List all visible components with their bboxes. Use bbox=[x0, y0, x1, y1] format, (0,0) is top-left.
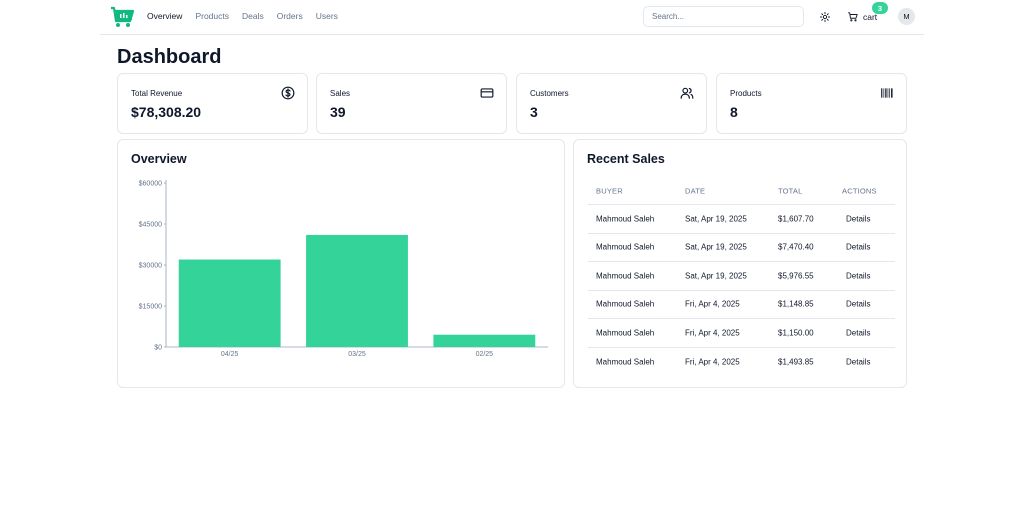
search-input[interactable] bbox=[643, 6, 804, 27]
details-button[interactable]: Details bbox=[846, 357, 871, 367]
y-tick-label: $60000 bbox=[139, 181, 162, 188]
stat-card-total-revenue: Total Revenue $78,308.20 bbox=[117, 73, 308, 134]
details-button[interactable]: Details bbox=[846, 328, 871, 338]
total-cell: $7,470.40 bbox=[778, 242, 814, 252]
user-avatar[interactable]: M bbox=[898, 8, 915, 25]
stat-label: Customers bbox=[530, 89, 569, 98]
total-cell: $5,976.55 bbox=[778, 271, 814, 281]
recent-sales-table: BUYER DATE TOTAL ACTIONS Mahmoud Saleh S… bbox=[588, 178, 895, 376]
theme-toggle-button[interactable] bbox=[818, 10, 832, 24]
buyer-cell: Mahmoud Saleh bbox=[596, 299, 655, 309]
table-row: Mahmoud Saleh Fri, Apr 4, 2025 $1,148.85… bbox=[588, 291, 895, 319]
stat-card-products: Products 8 bbox=[716, 73, 907, 134]
details-button[interactable]: Details bbox=[846, 214, 871, 224]
table-row: Mahmoud Saleh Fri, Apr 4, 2025 $1,150.00… bbox=[588, 319, 895, 348]
column-header-actions: ACTIONS bbox=[842, 186, 877, 196]
date-cell: Sat, Apr 19, 2025 bbox=[685, 242, 747, 252]
y-tick-label: $30000 bbox=[139, 263, 162, 270]
y-tick-label: $0 bbox=[154, 345, 162, 352]
column-header-date: DATE bbox=[685, 186, 706, 196]
table-row: Mahmoud Saleh Fri, Apr 4, 2025 $1,493.85… bbox=[588, 348, 895, 377]
total-cell: $1,493.85 bbox=[778, 357, 814, 367]
buyer-cell: Mahmoud Saleh bbox=[596, 242, 655, 252]
nav-orders[interactable]: Orders bbox=[276, 11, 303, 21]
nav-products[interactable]: Products bbox=[195, 11, 229, 21]
cart-button[interactable]: cart bbox=[848, 10, 877, 24]
chart-bar bbox=[433, 334, 536, 347]
sun-icon bbox=[820, 12, 830, 22]
nav-overview[interactable]: Overview bbox=[147, 11, 183, 21]
stat-value: 39 bbox=[330, 104, 346, 120]
table-row: Mahmoud Saleh Sat, Apr 19, 2025 $1,607.7… bbox=[588, 205, 895, 234]
cart-count-badge: 3 bbox=[872, 2, 888, 14]
main-nav: Overview Products Deals Orders Users bbox=[147, 11, 351, 21]
stat-value: 3 bbox=[530, 104, 538, 120]
x-tick-label: 02/25 bbox=[476, 351, 494, 358]
cart-logo-icon[interactable] bbox=[110, 5, 134, 29]
shopping-cart-icon bbox=[848, 12, 858, 22]
y-tick-label: $15000 bbox=[139, 304, 162, 311]
top-nav-bar: Overview Products Deals Orders Users car… bbox=[100, 0, 924, 35]
date-cell: Fri, Apr 4, 2025 bbox=[685, 328, 740, 338]
x-tick-label: 03/25 bbox=[348, 351, 366, 358]
chart-bar bbox=[178, 259, 281, 347]
x-tick-label: 04/25 bbox=[221, 351, 239, 358]
cart-label: cart bbox=[863, 12, 878, 22]
recent-sales-title: Recent Sales bbox=[587, 152, 665, 166]
details-button[interactable]: Details bbox=[846, 299, 871, 309]
column-header-buyer: BUYER bbox=[596, 186, 623, 196]
date-cell: Fri, Apr 4, 2025 bbox=[685, 299, 740, 309]
chart-bar bbox=[306, 234, 408, 347]
date-cell: Sat, Apr 19, 2025 bbox=[685, 214, 747, 224]
stat-card-customers: Customers 3 bbox=[516, 73, 707, 134]
stat-label: Products bbox=[730, 89, 762, 98]
details-button[interactable]: Details bbox=[846, 271, 871, 281]
y-tick-label: $45000 bbox=[139, 222, 162, 229]
overview-bar-chart: $0 $15000 $30000 $45000 $60000 04/25 03/25 02/2… bbox=[139, 180, 548, 358]
table-row: Mahmoud Saleh Sat, Apr 19, 2025 $5,976.5… bbox=[588, 262, 895, 291]
stat-label: Total Revenue bbox=[131, 89, 183, 98]
stat-label: Sales bbox=[330, 89, 351, 98]
total-cell: $1,148.85 bbox=[778, 299, 814, 309]
details-button[interactable]: Details bbox=[846, 242, 871, 252]
users-icon bbox=[680, 87, 694, 99]
credit-card-icon bbox=[480, 88, 494, 98]
buyer-cell: Mahmoud Saleh bbox=[596, 271, 655, 281]
stat-card-sales: Sales 39 bbox=[316, 73, 507, 134]
buyer-cell: Mahmoud Saleh bbox=[596, 328, 655, 338]
overview-title: Overview bbox=[131, 152, 187, 166]
date-cell: Sat, Apr 19, 2025 bbox=[685, 271, 747, 281]
overview-card: Overview $0 $15000 $30000 $45000 $60000 04/25… bbox=[117, 139, 565, 388]
page-title: Dashboard bbox=[117, 46, 222, 68]
buyer-cell: Mahmoud Saleh bbox=[596, 214, 655, 224]
nav-deals[interactable]: Deals bbox=[241, 11, 264, 21]
nav-users[interactable]: Users bbox=[315, 11, 338, 21]
dollar-circle-icon bbox=[281, 86, 295, 100]
stat-value: $78,308.20 bbox=[131, 104, 202, 120]
stat-value: 8 bbox=[730, 104, 738, 120]
recent-sales-card: Recent Sales BUYER DATE TOTAL ACTIONS Ma… bbox=[573, 139, 907, 388]
column-header-total: TOTAL bbox=[778, 186, 803, 196]
total-cell: $1,607.70 bbox=[778, 214, 814, 224]
table-header-row: BUYER DATE TOTAL ACTIONS bbox=[588, 178, 895, 205]
table-row: Mahmoud Saleh Sat, Apr 19, 2025 $7,470.4… bbox=[588, 234, 895, 262]
buyer-cell: Mahmoud Saleh bbox=[596, 357, 655, 367]
total-cell: $1,150.00 bbox=[778, 328, 814, 338]
barcode-icon bbox=[881, 88, 893, 98]
date-cell: Fri, Apr 4, 2025 bbox=[685, 357, 740, 367]
